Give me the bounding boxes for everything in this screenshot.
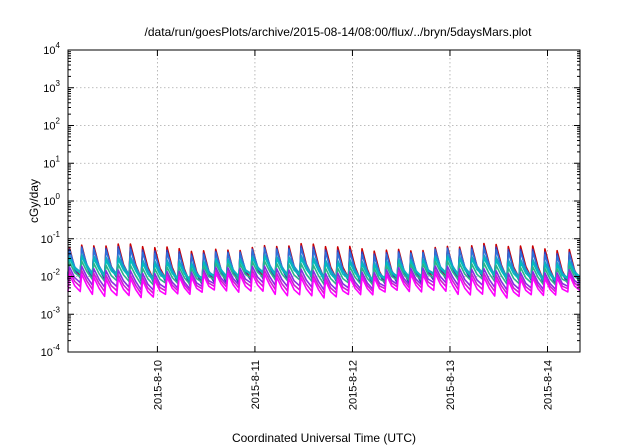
y-tick-label: 10-2 <box>41 268 61 284</box>
chart-title: /data/run/goesPlots/archive/2015-08-14/0… <box>145 25 533 39</box>
ticks <box>68 49 580 353</box>
x-tick-label: 2015-8-13 <box>445 360 457 410</box>
y-tick-labels: 10-4 10-3 10-2 10-1 100 101 102 103 104 <box>41 41 61 359</box>
y-tick-label: 101 <box>43 154 60 170</box>
series-line-9 <box>67 271 581 299</box>
y-tick-label: 104 <box>43 41 60 57</box>
x-tick-label: 2015-8-10 <box>152 360 164 410</box>
y-tick-label: 100 <box>43 192 60 208</box>
y-axis-label: cGy/day <box>27 179 41 223</box>
x-tick-label: 2015-8-11 <box>250 360 262 409</box>
y-tick-label: 10-3 <box>41 305 61 321</box>
x-axis-label: Coordinated Universal Time (UTC) <box>232 431 416 445</box>
y-tick-label: 103 <box>43 79 60 95</box>
grid <box>68 50 580 352</box>
series-group <box>67 242 581 299</box>
x-tick-label: 2015-8-12 <box>347 360 359 410</box>
y-tick-label: 102 <box>43 117 60 133</box>
x-tick-labels: 2015-8-10 2015-8-11 2015-8-12 2015-8-13 2015… <box>152 360 554 410</box>
x-tick-label: 2015-8-14 <box>542 360 554 410</box>
y-tick-label: 10-4 <box>41 343 61 359</box>
y-tick-label: 10-1 <box>41 230 61 246</box>
